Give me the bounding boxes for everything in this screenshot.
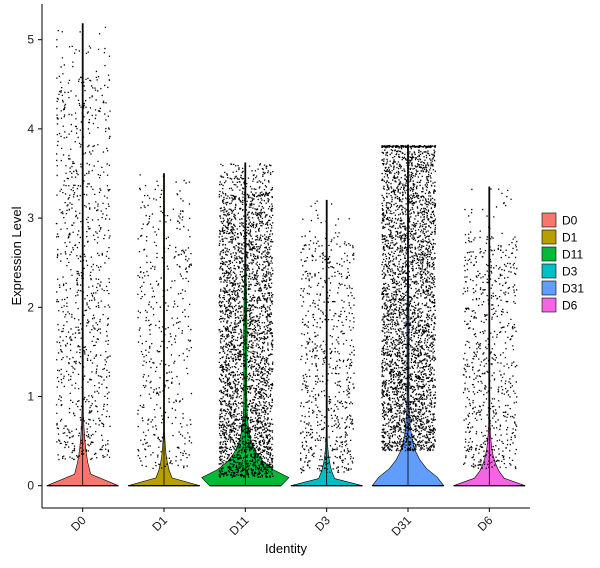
- violin-group-D11: [201, 162, 290, 487]
- cell-points-D11: [218, 163, 274, 478]
- violin-group-D3: [290, 199, 363, 487]
- legend-swatch: [541, 263, 557, 279]
- legend-swatch: [541, 212, 557, 228]
- legend-item-D1: D1: [541, 229, 578, 245]
- legend-swatch: [541, 297, 557, 313]
- legend-label: D11: [562, 248, 583, 262]
- points-D6: [462, 188, 518, 470]
- y-tick-label: 5: [27, 33, 34, 47]
- x-tick-label: D6: [475, 513, 496, 534]
- legend-item-D3: D3: [541, 263, 578, 279]
- legend-item-D0: D0: [541, 212, 578, 228]
- legend-item-D31: D31: [541, 280, 584, 296]
- legend-swatch: [541, 229, 557, 245]
- violin-group-D6: [453, 186, 526, 487]
- legend-label: D31: [562, 282, 584, 296]
- y-axis-ticks: 0 1 2 3 4 5: [27, 33, 42, 493]
- x-tick-label: D31: [389, 513, 415, 539]
- x-tick-label: D0: [68, 513, 89, 534]
- y-tick-label: 4: [27, 122, 34, 136]
- x-tick-label: D1: [149, 513, 170, 534]
- y-tick-label: 2: [27, 300, 34, 314]
- x-tick-label: D11: [227, 513, 252, 538]
- x-axis-title: Identity: [265, 541, 307, 556]
- x-axis-ticks: D0 D1 D11 D3 D31 D6: [68, 508, 496, 539]
- cell-points-D6: [462, 188, 518, 470]
- legend-label: D6: [562, 299, 578, 313]
- violin-group-D31: [371, 144, 445, 487]
- y-tick-label: 3: [27, 211, 34, 225]
- legend-label: D0: [562, 214, 578, 228]
- legend-label: D1: [562, 231, 578, 245]
- legend-item-D11: D11: [541, 246, 583, 262]
- legend-swatch: [541, 280, 557, 296]
- legend: D0 D1 D11 D3 D31 D6: [541, 212, 584, 313]
- points-D31: [381, 144, 437, 452]
- cell-points-D31: [381, 144, 437, 452]
- legend-item-D6: D6: [541, 297, 578, 313]
- y-tick-label: 0: [27, 479, 34, 493]
- y-tick-label: 1: [27, 389, 34, 403]
- plot-area: [46, 23, 526, 487]
- violin-group-D1: [128, 173, 200, 487]
- legend-swatch: [541, 246, 557, 262]
- x-tick-label: D3: [312, 513, 333, 534]
- violin-group-D0: [46, 23, 119, 487]
- points-D11: [218, 163, 274, 478]
- y-axis-title: Expression Level: [9, 206, 24, 305]
- legend-label: D3: [562, 265, 578, 279]
